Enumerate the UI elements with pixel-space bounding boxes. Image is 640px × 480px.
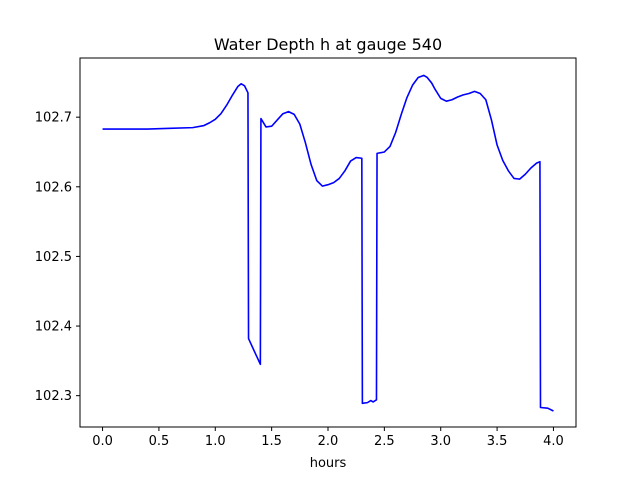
x-tick-label: 3.5 (487, 434, 508, 449)
x-axis-label: hours (310, 456, 347, 471)
y-tick-label: 102.4 (35, 320, 72, 335)
x-tick-label: 0.5 (149, 434, 170, 449)
y-tick-label: 102.3 (35, 389, 72, 404)
x-tick-label: 1.0 (205, 434, 226, 449)
x-tick-label: 0.0 (92, 434, 113, 449)
x-tick-label: 2.0 (318, 434, 339, 449)
x-tick-label: 1.5 (261, 434, 282, 449)
y-tick-label: 102.6 (35, 180, 72, 195)
series-line-0 (102, 74, 554, 412)
x-tick-label: 2.5 (374, 434, 395, 449)
x-tick-label: 4.0 (543, 434, 564, 449)
chart-title: Water Depth h at gauge 540 (214, 35, 442, 54)
y-tick-label: 102.7 (35, 111, 72, 126)
x-tick-label: 3.0 (430, 434, 451, 449)
plot-area: 0.0 0.5 1.0 1.5 2.0 2.5 3.0 3.5 4.0 102.3 102.4 102… (35, 57, 577, 449)
y-tick-label: 102.5 (35, 250, 72, 265)
